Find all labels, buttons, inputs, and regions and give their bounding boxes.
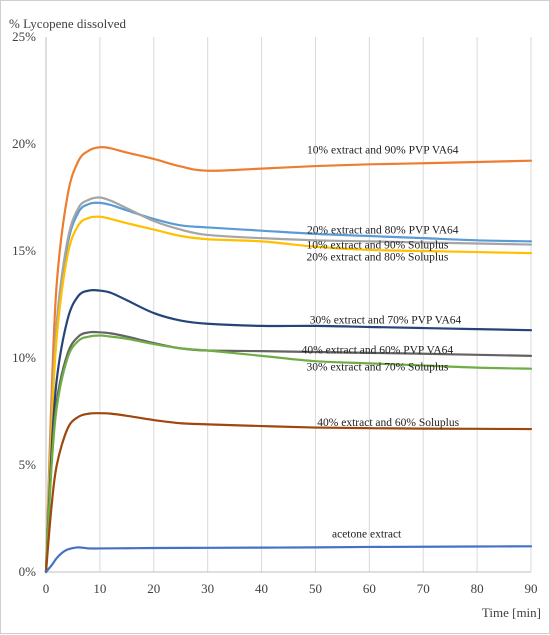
series-label-1: 10% extract and 90% PVP VA64 (307, 144, 459, 156)
tick-labels: 0% 5% 10% 15% 20% 25% 0 10 20 30 40 50 60 70 80 90 (12, 29, 537, 596)
y-tick-label: 5% (19, 457, 37, 472)
series-label-8: 40% extract and 60% Soluplus (317, 417, 459, 429)
y-tick-label: 15% (12, 243, 36, 258)
x-tick-label: 30 (201, 581, 214, 596)
y-tick-label: 0% (19, 564, 37, 579)
series-label-7: 30% extract and 70% Soluplus (307, 362, 449, 374)
series-labels: 10% extract and 90% PVP VA64 20% extract … (302, 144, 462, 540)
series-line-5 (44, 289, 533, 574)
series-line-9 (44, 545, 533, 574)
series-line-8 (44, 412, 533, 574)
x-tick-label: 80 (471, 581, 484, 596)
x-tick-label: 10 (93, 581, 106, 596)
x-tick-label: 50 (309, 581, 322, 596)
y-tick-label: 20% (12, 136, 36, 151)
series-label-4: 20% extract and 80% Soluplus (307, 251, 449, 263)
x-tick-label: 60 (363, 581, 376, 596)
axes (45, 37, 531, 573)
series-line-1 (44, 146, 533, 574)
y-tick-label: 25% (12, 29, 36, 44)
series-label-6: 40% extract and 60% PVP VA64 (302, 344, 454, 356)
x-tick-label: 70 (417, 581, 430, 596)
series-lines (44, 146, 533, 574)
series-label-3: 10% extract and 90% Soluplus (307, 240, 449, 252)
x-tick-label: 90 (525, 581, 538, 596)
series-line-6 (44, 330, 533, 574)
series-line-3 (44, 196, 533, 574)
x-tick-label: 20 (147, 581, 160, 596)
x-tick-label: 40 (255, 581, 268, 596)
series-label-9: acetone extract (332, 528, 402, 540)
series-line-2 (44, 201, 533, 574)
x-tick-label: 0 (43, 581, 50, 596)
series-label-2: 20% extract and 80% PVP VA64 (307, 225, 459, 237)
y-tick-label: 10% (12, 350, 36, 365)
grid (99, 37, 532, 572)
series-line-7 (44, 334, 533, 574)
series-line-4 (44, 215, 533, 574)
y-axis-title: % Lycopene dissolved (9, 16, 126, 31)
series-label-5: 30% extract and 70% PVP VA64 (310, 314, 462, 326)
x-axis-title: Time [min] (482, 605, 541, 620)
